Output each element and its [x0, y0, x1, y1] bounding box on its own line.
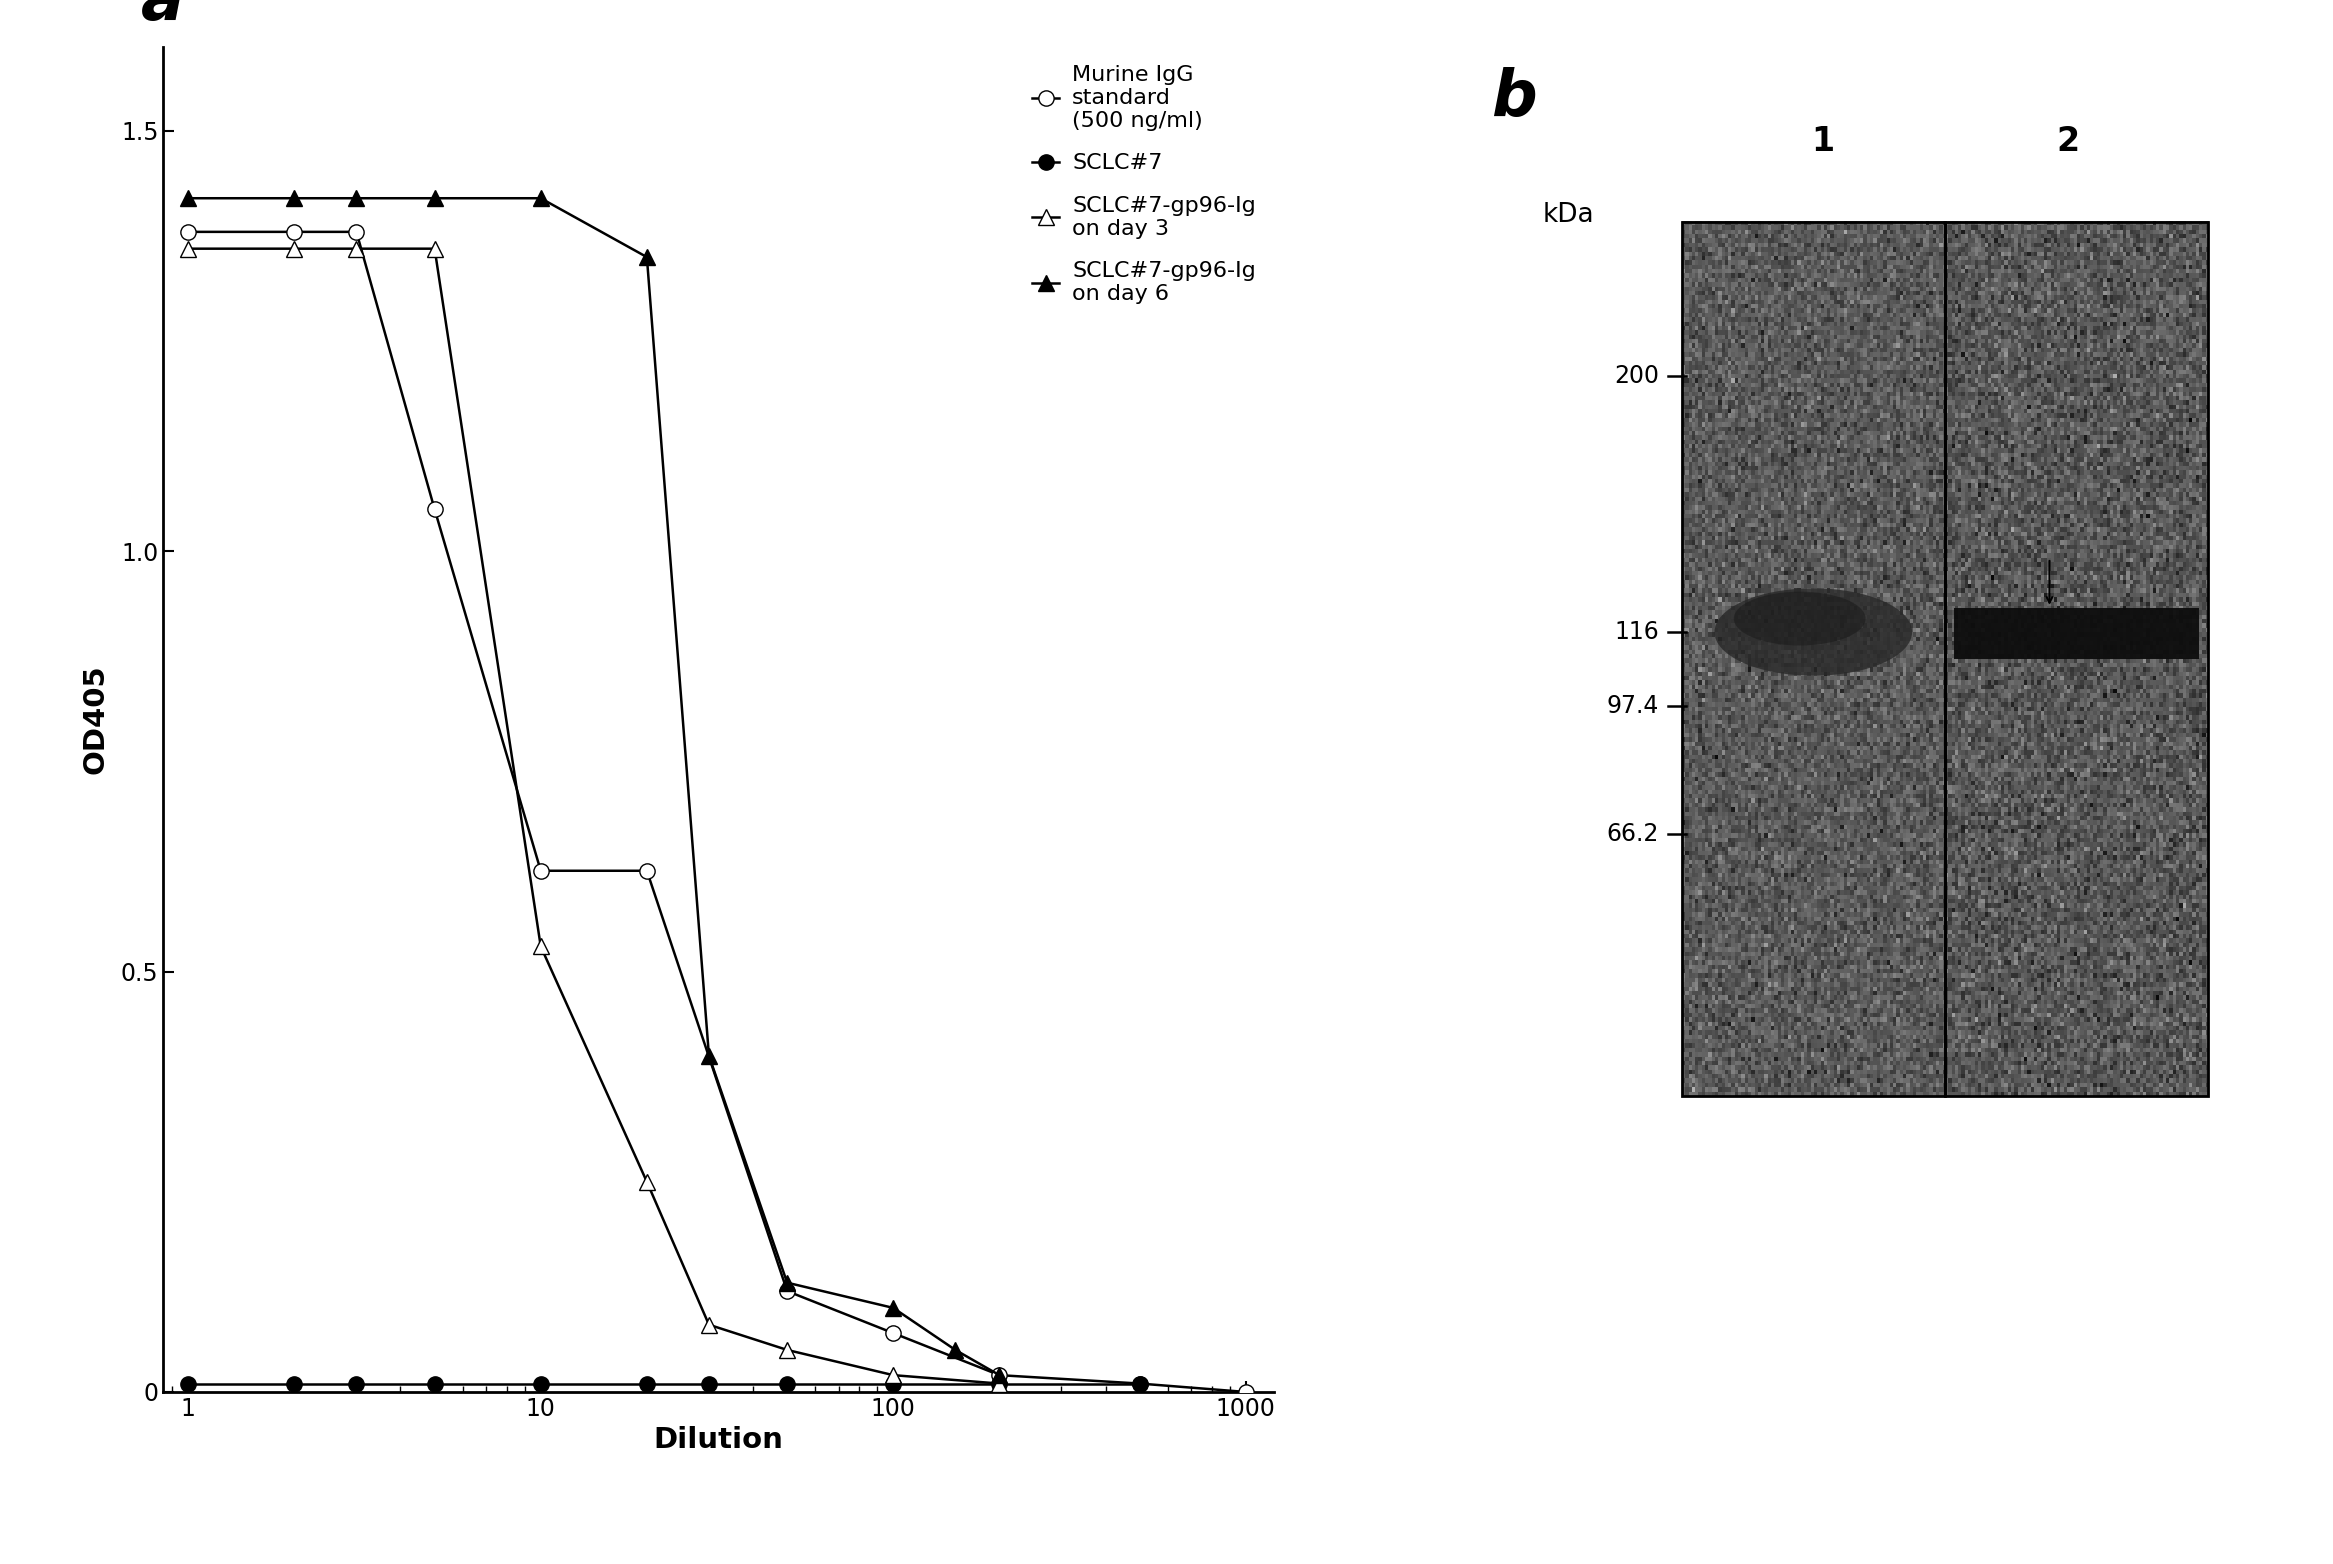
SCLC#7-gp96-Ig
on day 6 [632, 247, 660, 266]
SCLC#7-gp96-Ig
on day 6 [772, 1273, 800, 1292]
SCLC#7 [880, 1375, 908, 1394]
Murine IgG
standard
(500 ng/ml) [527, 862, 555, 881]
Murine IgG
standard
(500 ng/ml) [632, 862, 660, 881]
SCLC#7 [985, 1375, 1013, 1394]
Line: Murine IgG
standard
(500 ng/ml): Murine IgG standard (500 ng/ml) [180, 224, 1253, 1400]
SCLC#7-gp96-Ig
on day 3 [632, 1173, 660, 1192]
Bar [1946, 222, 2209, 1096]
X-axis label: Dilution: Dilution [653, 1426, 784, 1455]
Murine IgG
standard
(500 ng/ml) [280, 222, 308, 241]
SCLC#7-gp96-Ig
on day 3 [175, 239, 203, 258]
SCLC#7-gp96-Ig
on day 3 [880, 1365, 908, 1384]
SCLC#7-gp96-Ig
on day 3 [527, 937, 555, 956]
Text: kDa: kDa [1542, 202, 1593, 228]
Y-axis label: OD405: OD405 [82, 665, 110, 774]
Text: 1: 1 [1810, 125, 1834, 158]
Text: 97.4: 97.4 [1607, 694, 1659, 718]
Text: 200: 200 [1614, 364, 1659, 388]
SCLC#7-gp96-Ig
on day 3 [985, 1375, 1013, 1394]
SCLC#7-gp96-Ig
on day 3 [420, 239, 448, 258]
Bar [1682, 222, 1946, 1096]
Text: 66.2: 66.2 [1607, 821, 1659, 846]
SCLC#7-gp96-Ig
on day 3 [695, 1315, 723, 1334]
SCLC#7 [175, 1375, 203, 1394]
SCLC#7-gp96-Ig
on day 6 [695, 1046, 723, 1065]
SCLC#7 [1127, 1375, 1155, 1394]
SCLC#7-gp96-Ig
on day 3 [772, 1340, 800, 1359]
SCLC#7-gp96-Ig
on day 6 [527, 189, 555, 208]
SCLC#7 [343, 1375, 371, 1394]
Text: b: b [1491, 67, 1537, 130]
SCLC#7-gp96-Ig
on day 3 [280, 239, 308, 258]
Murine IgG
standard
(500 ng/ml) [985, 1365, 1013, 1384]
Murine IgG
standard
(500 ng/ml) [1232, 1383, 1260, 1401]
Text: 116: 116 [1614, 619, 1659, 644]
SCLC#7-gp96-Ig
on day 6 [343, 189, 371, 208]
Murine IgG
standard
(500 ng/ml) [343, 222, 371, 241]
SCLC#7-gp96-Ig
on day 3 [343, 239, 371, 258]
Text: a: a [140, 0, 184, 33]
SCLC#7-gp96-Ig
on day 6 [880, 1298, 908, 1317]
SCLC#7-gp96-Ig
on day 6 [175, 189, 203, 208]
SCLC#7 [772, 1375, 800, 1394]
SCLC#7-gp96-Ig
on day 6 [940, 1340, 968, 1359]
Ellipse shape [1733, 591, 1866, 646]
Text: 2: 2 [2055, 125, 2079, 158]
SCLC#7 [695, 1375, 723, 1394]
SCLC#7-gp96-Ig
on day 6 [280, 189, 308, 208]
Murine IgG
standard
(500 ng/ml) [1127, 1375, 1155, 1394]
Line: SCLC#7-gp96-Ig
on day 3: SCLC#7-gp96-Ig on day 3 [180, 241, 1008, 1392]
Legend: Murine IgG
standard
(500 ng/ml), SCLC#7, SCLC#7-gp96-Ig
on day 3, SCLC#7-gp96-Ig: Murine IgG standard (500 ng/ml), SCLC#7,… [1027, 58, 1262, 311]
SCLC#7 [632, 1375, 660, 1394]
Line: SCLC#7-gp96-Ig
on day 6: SCLC#7-gp96-Ig on day 6 [180, 189, 1008, 1384]
SCLC#7 [527, 1375, 555, 1394]
SCLC#7-gp96-Ig
on day 6 [985, 1365, 1013, 1384]
Ellipse shape [1715, 588, 1913, 676]
SCLC#7 [280, 1375, 308, 1394]
Bar [1955, 608, 2200, 658]
SCLC#7-gp96-Ig
on day 6 [420, 189, 448, 208]
Murine IgG
standard
(500 ng/ml) [772, 1282, 800, 1301]
Murine IgG
standard
(500 ng/ml) [880, 1323, 908, 1342]
SCLC#7 [420, 1375, 448, 1394]
Murine IgG
standard
(500 ng/ml) [175, 222, 203, 241]
Murine IgG
standard
(500 ng/ml) [420, 500, 448, 519]
Line: SCLC#7: SCLC#7 [180, 1376, 1148, 1392]
